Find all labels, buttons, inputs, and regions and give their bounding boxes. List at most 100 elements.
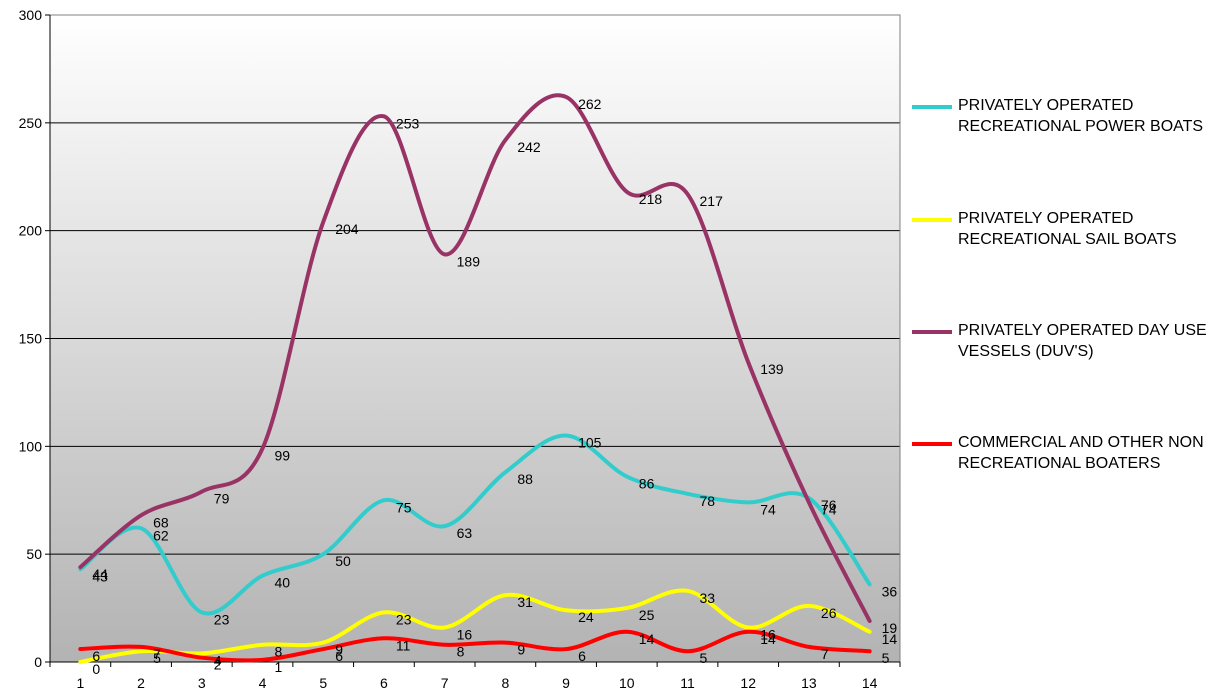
y-tick-label-250: 250 bbox=[19, 115, 43, 131]
data-label-commercial-and-other-non-recreational-boaters-14: 5 bbox=[882, 650, 890, 666]
legend-swatch-power-boats bbox=[912, 105, 952, 109]
data-label-commercial-and-other-non-recreational-boaters-9: 6 bbox=[578, 648, 586, 664]
series-line-privately-operated-recreational-power-boats bbox=[78, 433, 872, 616]
data-label-privately-operated-recreational-sail-boats-6: 23 bbox=[396, 611, 412, 627]
data-label-privately-operated-recreational-power-boats-14: 36 bbox=[882, 583, 898, 599]
data-label-privately-operated-recreational-sail-boats-4: 8 bbox=[275, 644, 283, 660]
legend-swatch-duv bbox=[912, 330, 952, 334]
data-label-commercial-and-other-non-recreational-boaters-2: 7 bbox=[153, 646, 161, 662]
data-label-privately-operated-recreational-power-boats-10: 86 bbox=[639, 476, 655, 492]
data-label-privately-operated-recreational-power-boats-2: 62 bbox=[153, 527, 169, 543]
legend-label-duv: PRIVATELY OPERATED DAY USE VESSELS (DUV'… bbox=[958, 322, 1207, 360]
data-label-privately-operated-recreational-power-boats-6: 75 bbox=[396, 499, 412, 515]
data-label-commercial-and-other-non-recreational-boaters-4: 1 bbox=[275, 659, 283, 675]
legend-label-power-boats: PRIVATELY OPERATED RECREATIONAL POWER BO… bbox=[958, 97, 1204, 135]
legend-item-duv: PRIVATELY OPERATED DAY USE VESSELS (DUV'… bbox=[912, 320, 1228, 362]
y-tick-label-300: 300 bbox=[19, 7, 43, 23]
data-label-privately-operated-day-use-vessels-duv-s-10: 218 bbox=[639, 191, 663, 207]
data-label-commercial-and-other-non-recreational-boaters-7: 8 bbox=[457, 644, 465, 660]
legend-swatch-sail-boats bbox=[912, 218, 952, 222]
y-tick-label-50: 50 bbox=[26, 546, 42, 562]
data-label-privately-operated-recreational-sail-boats-14: 14 bbox=[882, 631, 898, 647]
legend-label-commercial: COMMERCIAL AND OTHER NON RECREATIONAL BO… bbox=[958, 434, 1204, 472]
data-label-privately-operated-day-use-vessels-duv-s-9: 262 bbox=[578, 96, 602, 112]
series-lines bbox=[78, 93, 872, 664]
x-tick-label-5: 5 bbox=[319, 675, 327, 691]
legend-label-sail-boats: PRIVATELY OPERATED RECREATIONAL SAIL BOA… bbox=[958, 210, 1177, 248]
data-label-commercial-and-other-non-recreational-boaters-3: 2 bbox=[214, 657, 222, 673]
y-tick-label-0: 0 bbox=[34, 654, 42, 670]
legend-item-commercial: COMMERCIAL AND OTHER NON RECREATIONAL BO… bbox=[912, 432, 1228, 474]
x-axis-tick-labels: 1 2 3 4 5 6 7 8 9 10 11 12 13 14 bbox=[76, 675, 877, 691]
data-label-privately-operated-recreational-power-boats-7: 63 bbox=[457, 525, 473, 541]
data-label-privately-operated-recreational-power-boats-12: 74 bbox=[760, 501, 776, 517]
data-label-privately-operated-recreational-sail-boats-3: 4 bbox=[214, 652, 222, 668]
series-line-commercial-and-other-non-recreational-boaters bbox=[78, 629, 872, 663]
data-label-privately-operated-recreational-power-boats-5: 50 bbox=[335, 553, 351, 569]
data-label-privately-operated-recreational-power-boats-13: 76 bbox=[821, 497, 837, 513]
data-label-commercial-and-other-non-recreational-boaters-12: 14 bbox=[760, 631, 776, 647]
x-tick-label-8: 8 bbox=[501, 675, 509, 691]
data-label-privately-operated-recreational-sail-boats-8: 31 bbox=[517, 594, 533, 610]
x-tick-label-7: 7 bbox=[441, 675, 449, 691]
x-tick-label-14: 14 bbox=[862, 675, 878, 691]
x-tick-label-9: 9 bbox=[562, 675, 570, 691]
x-tick-label-2: 2 bbox=[137, 675, 145, 691]
data-label-privately-operated-day-use-vessels-duv-s-5: 204 bbox=[335, 221, 359, 237]
x-tick-label-10: 10 bbox=[619, 675, 635, 691]
y-tick-label-100: 100 bbox=[19, 438, 43, 454]
data-label-privately-operated-recreational-sail-boats-11: 33 bbox=[700, 590, 716, 606]
series-line-privately-operated-recreational-sail-boats bbox=[78, 588, 872, 664]
data-label-privately-operated-day-use-vessels-duv-s-13: 74 bbox=[821, 501, 837, 517]
data-label-privately-operated-recreational-sail-boats-1: 0 bbox=[92, 661, 100, 677]
data-label-commercial-and-other-non-recreational-boaters-5: 6 bbox=[335, 648, 343, 664]
x-tick-label-6: 6 bbox=[380, 675, 388, 691]
x-tick-label-12: 12 bbox=[740, 675, 756, 691]
data-label-commercial-and-other-non-recreational-boaters-8: 9 bbox=[517, 642, 525, 658]
data-label-privately-operated-recreational-power-boats-11: 78 bbox=[700, 493, 716, 509]
y-axis-tick-labels: 0 50 100 150 200 250 300 bbox=[19, 7, 43, 670]
data-label-privately-operated-recreational-power-boats-9: 105 bbox=[578, 435, 602, 451]
data-label-privately-operated-recreational-sail-boats-2: 5 bbox=[153, 650, 161, 666]
data-label-privately-operated-day-use-vessels-duv-s-11: 217 bbox=[700, 193, 724, 209]
legend: PRIVATELY OPERATED RECREATIONAL POWER BO… bbox=[912, 0, 1232, 696]
data-label-privately-operated-recreational-sail-boats-12: 16 bbox=[760, 626, 776, 642]
data-label-privately-operated-day-use-vessels-duv-s-1: 44 bbox=[92, 566, 108, 582]
data-label-privately-operated-recreational-power-boats-3: 23 bbox=[214, 611, 230, 627]
data-label-privately-operated-day-use-vessels-duv-s-14: 19 bbox=[882, 620, 898, 636]
x-tick-label-3: 3 bbox=[198, 675, 206, 691]
data-label-commercial-and-other-non-recreational-boaters-6: 11 bbox=[396, 637, 411, 653]
data-label-privately-operated-day-use-vessels-duv-s-8: 242 bbox=[517, 139, 541, 155]
x-tick-label-11: 11 bbox=[680, 675, 695, 691]
y-tick-label-200: 200 bbox=[19, 223, 43, 239]
data-label-privately-operated-recreational-power-boats-1: 43 bbox=[92, 568, 108, 584]
data-label-privately-operated-recreational-sail-boats-7: 16 bbox=[457, 626, 473, 642]
data-label-privately-operated-recreational-power-boats-4: 40 bbox=[275, 575, 291, 591]
data-label-privately-operated-day-use-vessels-duv-s-3: 79 bbox=[214, 491, 230, 507]
x-tick-label-13: 13 bbox=[801, 675, 817, 691]
legend-item-power-boats: PRIVATELY OPERATED RECREATIONAL POWER BO… bbox=[912, 95, 1228, 137]
data-label-privately-operated-day-use-vessels-duv-s-7: 189 bbox=[457, 253, 481, 269]
data-label-privately-operated-day-use-vessels-duv-s-4: 99 bbox=[275, 447, 291, 463]
legend-item-sail-boats: PRIVATELY OPERATED RECREATIONAL SAIL BOA… bbox=[912, 208, 1228, 250]
data-label-privately-operated-recreational-sail-boats-13: 26 bbox=[821, 605, 837, 621]
data-label-privately-operated-recreational-sail-boats-9: 24 bbox=[578, 609, 594, 625]
data-label-privately-operated-day-use-vessels-duv-s-2: 68 bbox=[153, 514, 169, 530]
data-label-privately-operated-day-use-vessels-duv-s-6: 253 bbox=[396, 115, 420, 131]
data-label-privately-operated-recreational-power-boats-8: 88 bbox=[517, 471, 533, 487]
x-tick-label-1: 1 bbox=[76, 675, 84, 691]
axes bbox=[45, 14, 901, 667]
data-label-privately-operated-recreational-sail-boats-10: 25 bbox=[639, 607, 655, 623]
y-tick-label-150: 150 bbox=[19, 331, 43, 347]
data-label-privately-operated-day-use-vessels-duv-s-12: 139 bbox=[760, 361, 784, 377]
data-label-commercial-and-other-non-recreational-boaters-11: 5 bbox=[700, 650, 708, 666]
data-label-commercial-and-other-non-recreational-boaters-13: 7 bbox=[821, 646, 829, 662]
legend-swatch-commercial bbox=[912, 442, 952, 446]
x-tick-label-4: 4 bbox=[259, 675, 267, 691]
data-label-commercial-and-other-non-recreational-boaters-10: 14 bbox=[639, 631, 655, 647]
series-line-privately-operated-day-use-vessels-duv-s bbox=[78, 93, 872, 624]
data-label-privately-operated-recreational-sail-boats-5: 9 bbox=[335, 642, 343, 658]
data-label-commercial-and-other-non-recreational-boaters-1: 6 bbox=[92, 648, 100, 664]
